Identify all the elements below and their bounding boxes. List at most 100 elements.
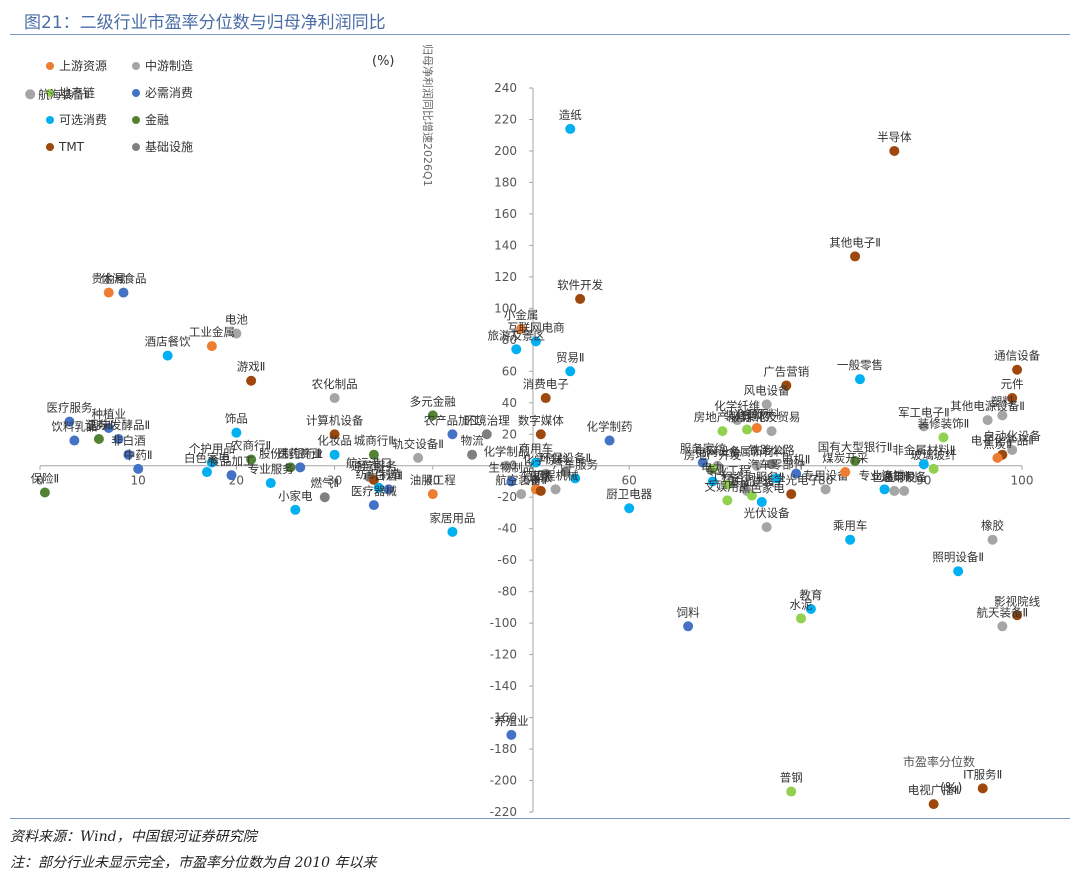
legend-swatch: [46, 89, 54, 97]
data-point: 专业连锁Ⅱ: [859, 468, 911, 495]
data-point: 游戏Ⅱ: [237, 360, 265, 386]
data-point: 专业工程: [704, 464, 751, 490]
point-marker: [467, 449, 478, 460]
data-point: 互联网电商: [507, 320, 565, 347]
data-point: 工业金属: [189, 325, 235, 352]
point-marker: [506, 729, 517, 740]
point-marker: [850, 456, 861, 467]
point-marker: [123, 449, 134, 460]
point-marker: [540, 393, 551, 404]
data-point: 厨卫电器: [606, 487, 653, 514]
point-label: 其他电源设备Ⅱ: [950, 399, 1025, 413]
data-point: 教育: [799, 588, 822, 614]
point-marker: [162, 350, 173, 361]
point-label: 房地产服务: [694, 410, 752, 424]
y-tick-label: 160: [494, 207, 517, 221]
point-marker: [707, 463, 718, 474]
point-label: 自动化设备: [983, 429, 1041, 443]
legend-swatch: [132, 62, 140, 70]
point-marker: [481, 429, 492, 440]
data-point: 橡胶: [981, 519, 1005, 545]
point-label: 环境治理: [464, 413, 510, 427]
point-label: 小金属: [504, 308, 539, 322]
y-tick-label: -60: [497, 553, 517, 567]
data-point: 农化制品: [312, 377, 358, 404]
data-point: 广告营销: [763, 364, 809, 391]
point-label: 航天装备Ⅱ: [977, 605, 1029, 619]
point-label: 化学纤维: [714, 399, 760, 413]
point-label: 休闲食品: [100, 272, 146, 286]
legend-item: 中游制造: [132, 58, 193, 73]
point-marker: [368, 500, 379, 511]
point-marker: [1007, 445, 1018, 455]
data-point: 电力: [701, 460, 724, 487]
point-marker: [722, 495, 733, 506]
data-point: 环保设备Ⅱ: [540, 451, 591, 478]
y-axis-unit: (%): [372, 54, 395, 69]
point-label: 商用车: [519, 442, 554, 456]
point-marker: [265, 478, 276, 489]
point-marker: [565, 123, 576, 134]
point-marker: [742, 424, 753, 435]
point-label: 基础建设: [729, 475, 775, 489]
point-label: 物流: [461, 434, 484, 448]
data-point: 文娱用品: [704, 479, 750, 506]
data-point: 中药Ⅱ: [124, 448, 153, 474]
point-label: 医药商业: [277, 446, 323, 460]
point-label: 航运港口: [346, 456, 392, 470]
point-marker: [295, 462, 306, 473]
point-label: 服务家纺: [680, 442, 726, 456]
point-marker: [570, 473, 581, 484]
point-label: 文娱用品: [704, 479, 750, 493]
data-point: 医疗器械: [351, 484, 397, 511]
y-tick-label: -80: [497, 585, 517, 599]
point-label: 软件开发: [557, 278, 603, 292]
point-marker: [1012, 610, 1023, 621]
y-tick-label: 200: [494, 144, 517, 158]
y-tick-label: 220: [494, 112, 517, 126]
point-marker: [928, 799, 939, 810]
point-label: 焦炭Ⅱ: [983, 437, 1012, 451]
point-marker: [39, 487, 50, 498]
point-label: 教育: [799, 588, 822, 602]
point-label: 轨交设备Ⅱ: [392, 437, 444, 451]
point-marker: [560, 467, 571, 478]
legend-item: 必需消费: [132, 86, 193, 100]
point-label: 装修建材: [724, 409, 770, 423]
point-label: 专用设备: [803, 468, 849, 482]
data-point: 城商行Ⅱ: [354, 434, 394, 460]
point-marker: [447, 526, 458, 537]
point-marker: [113, 433, 124, 444]
data-point: 小家电: [278, 489, 313, 515]
point-label: 汽车零部件: [748, 457, 806, 471]
point-marker: [575, 293, 586, 304]
point-label: 元件: [1001, 377, 1024, 391]
data-point: 军工电子Ⅱ: [898, 405, 950, 432]
point-label: 化学制品: [483, 445, 529, 459]
legend-item: 上游资源: [46, 59, 107, 73]
point-label: 专业连锁Ⅱ: [859, 468, 911, 482]
data-point: 多元金融: [410, 394, 456, 421]
data-point: IT服务Ⅱ: [963, 767, 1002, 794]
point-label: 消费电子: [523, 377, 569, 391]
point-marker: [447, 429, 458, 440]
data-point: 照明设备Ⅱ: [932, 550, 984, 577]
point-marker: [732, 415, 743, 426]
point-marker: [506, 476, 517, 487]
point-marker: [25, 89, 36, 100]
legend-item: 基础设施: [132, 140, 193, 154]
point-marker: [982, 415, 993, 426]
y-tick-label: 20: [502, 427, 517, 441]
data-point: 炼化及贸易: [743, 410, 800, 437]
point-label: 电力: [701, 460, 724, 474]
point-marker: [69, 435, 80, 446]
data-point: 一般零售: [837, 358, 883, 385]
point-marker: [290, 504, 301, 515]
data-point: 农产品加工: [424, 413, 481, 440]
point-label: 工程机械: [533, 468, 579, 482]
data-point: 服务家纺: [680, 442, 726, 468]
point-label: 乘用车: [833, 519, 868, 533]
point-marker: [368, 449, 379, 460]
